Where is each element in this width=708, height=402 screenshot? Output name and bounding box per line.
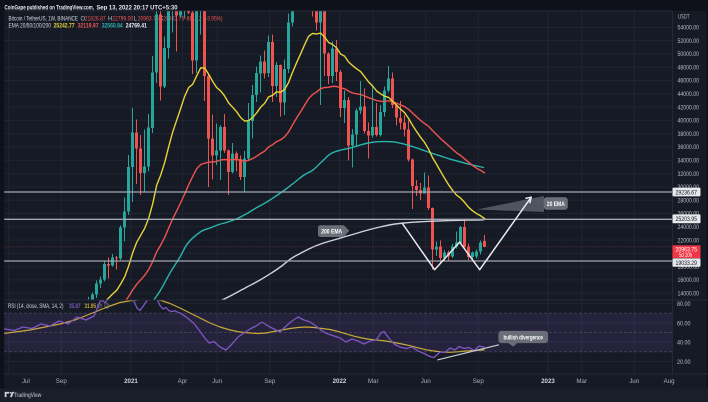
svg-text:2021: 2021 (124, 378, 138, 385)
svg-text:2023: 2023 (541, 378, 555, 385)
svg-text:20 EMA: 20 EMA (547, 202, 566, 208)
svg-text:Aug: Aug (664, 378, 676, 385)
svg-text:Bitcoin / TetherUS, 1W, BINANC: Bitcoin / TetherUS, 1W, BINANCE O21826.87… (9, 17, 223, 23)
svg-text:52000.00: 52000.00 (678, 39, 700, 45)
svg-text:38000.00: 38000.00 (678, 132, 700, 138)
svg-text:22000.00: 22000.00 (678, 238, 700, 244)
svg-text:USDT: USDT (678, 14, 690, 20)
svg-text:32000.00: 32000.00 (678, 172, 700, 178)
svg-text:20.00: 20.00 (677, 360, 691, 366)
svg-text:40.00: 40.00 (677, 341, 691, 347)
svg-text:2022: 2022 (333, 378, 347, 385)
svg-text:bullish divergence: bullish divergence (503, 336, 543, 342)
svg-text:25203.95: 25203.95 (676, 217, 698, 223)
svg-text:Jun: Jun (629, 378, 640, 385)
svg-text:Jul: Jul (22, 378, 30, 385)
svg-text:Sep: Sep (264, 378, 276, 385)
svg-text:42000.00: 42000.00 (678, 105, 700, 111)
svg-text:16000.00: 16000.00 (678, 278, 700, 284)
svg-text:29236.67: 29236.67 (676, 190, 698, 196)
svg-text:RSI (14, close, SMA, 14, 2)35.: RSI (14, close, SMA, 14, 2) 35.87 31.95 (8, 304, 97, 310)
svg-text:48000.00: 48000.00 (678, 65, 700, 71)
svg-text:54000.00: 54000.00 (678, 26, 700, 32)
svg-text:46000.00: 46000.00 (678, 79, 700, 85)
svg-text:TradingView: TradingView (14, 392, 42, 399)
svg-text:Jun: Jun (212, 378, 223, 385)
svg-text:28000.00: 28000.00 (678, 198, 700, 204)
svg-text:24000.00: 24000.00 (678, 225, 700, 231)
svg-text:40000.00: 40000.00 (678, 119, 700, 125)
svg-text:20963.75: 20963.75 (676, 248, 698, 254)
svg-text:34000.00: 34000.00 (678, 159, 700, 165)
svg-text:200 EMA: 200 EMA (321, 229, 343, 235)
svg-text:19033.29: 19033.29 (676, 261, 698, 267)
svg-text:18000.00: 18000.00 (678, 265, 700, 271)
svg-text:44000.00: 44000.00 (678, 92, 700, 98)
svg-text:80.00: 80.00 (677, 302, 691, 308)
svg-text:Apr: Apr (178, 378, 188, 385)
svg-text:5d 10h: 5d 10h (679, 253, 692, 259)
svg-text:CoinGape published on TradingV: CoinGape published on TradingView.com, Se… (5, 4, 179, 11)
svg-text:Jun: Jun (421, 378, 432, 385)
svg-text:Mar: Mar (576, 378, 587, 385)
svg-text:36000.00: 36000.00 (678, 145, 700, 151)
svg-text:60.00: 60.00 (677, 321, 691, 327)
svg-text:Sep: Sep (56, 378, 68, 385)
svg-text:Mar: Mar (368, 378, 379, 385)
svg-text:50000.00: 50000.00 (678, 52, 700, 58)
svg-text:14000.00: 14000.00 (678, 291, 700, 297)
svg-text:Sep: Sep (473, 378, 485, 385)
